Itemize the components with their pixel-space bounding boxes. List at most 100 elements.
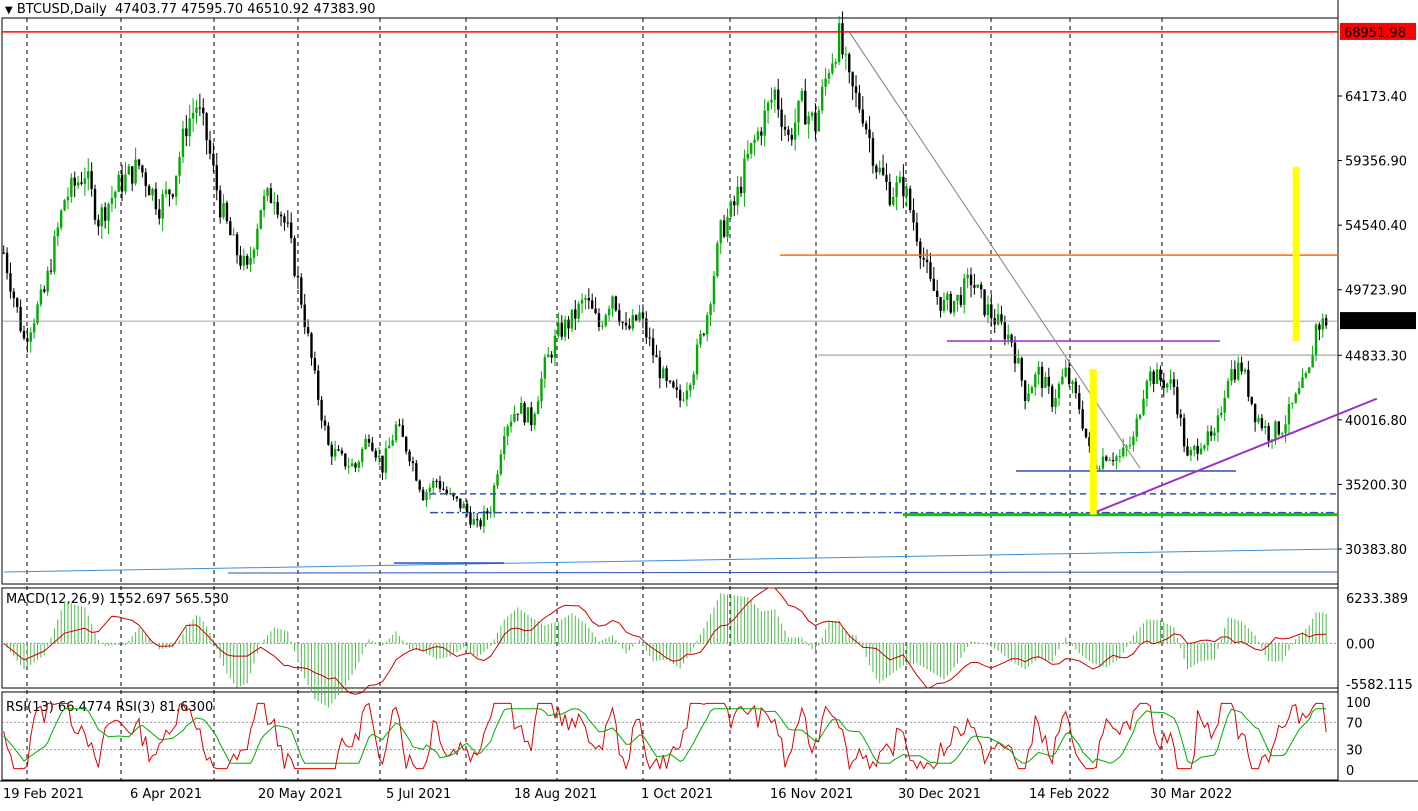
- candle-body: [1023, 380, 1027, 402]
- candle-body: [706, 315, 709, 335]
- macd-label: MACD(12,26,9) 1552.697 565.530: [6, 592, 229, 607]
- candle-body: [1250, 396, 1253, 404]
- candle-body: [1118, 456, 1122, 458]
- candle-body: [547, 354, 550, 358]
- candle-body: [858, 92, 861, 110]
- candle-body: [107, 203, 110, 221]
- candle-body: [631, 315, 634, 329]
- candle-body: [49, 270, 53, 272]
- candle-body: [648, 337, 651, 339]
- candle-body: [841, 23, 844, 55]
- candle-body: [912, 210, 915, 223]
- candle-body: [766, 102, 770, 111]
- candle-body: [1135, 418, 1138, 437]
- macd-axis-label: -5582.115: [1346, 678, 1413, 693]
- candle-body: [293, 238, 296, 276]
- candle-body: [1128, 445, 1132, 447]
- candle-body: [1324, 318, 1328, 326]
- candle-body: [374, 450, 377, 458]
- symbol-menu-icon[interactable]: ▼: [5, 5, 13, 16]
- candle-body: [90, 171, 93, 189]
- candle-body: [76, 182, 80, 186]
- candle-body: [790, 135, 793, 140]
- candle-body: [560, 322, 563, 337]
- candle-body: [340, 450, 344, 454]
- candle-body: [43, 289, 46, 292]
- candle-body: [824, 78, 827, 87]
- candle-body: [418, 480, 421, 490]
- candle-body: [695, 344, 699, 375]
- candle-body: [178, 156, 181, 176]
- candle-body: [127, 166, 131, 175]
- candle-body: [1003, 322, 1007, 340]
- candle-body: [966, 274, 969, 279]
- candle-body: [384, 448, 388, 473]
- x-tick-label: 30 Mar 2022: [1150, 787, 1232, 802]
- candle-body: [19, 307, 22, 331]
- candle-body: [624, 322, 628, 326]
- candle-body: [1057, 383, 1061, 398]
- candle-body: [476, 519, 479, 521]
- candle-body: [1321, 318, 1324, 330]
- candle-body: [97, 219, 100, 227]
- candle-body: [482, 511, 486, 527]
- candle-body: [158, 209, 161, 219]
- candle-body: [1203, 445, 1206, 449]
- candle-body: [905, 188, 908, 197]
- candle-body: [756, 131, 760, 140]
- x-tick-label: 14 Feb 2022: [1029, 787, 1110, 802]
- candle-body: [807, 115, 810, 125]
- candle-body: [472, 519, 476, 525]
- candle-body: [641, 312, 645, 319]
- candle-body: [195, 107, 198, 113]
- candle-body: [303, 304, 306, 328]
- candle-body: [317, 370, 320, 400]
- candle-body: [780, 109, 783, 127]
- candle-body: [147, 186, 151, 196]
- candle-body: [503, 435, 506, 455]
- candle-body: [144, 172, 147, 187]
- candle-body: [553, 335, 557, 358]
- candle-body: [888, 182, 892, 205]
- candle-body: [773, 89, 777, 100]
- candle-body: [963, 278, 966, 305]
- candle-body: [1274, 421, 1277, 440]
- candle-body: [1050, 386, 1054, 407]
- candle-body: [793, 122, 797, 140]
- candle-body: [712, 276, 716, 305]
- candle-body: [1267, 425, 1270, 441]
- candle-body: [699, 333, 702, 345]
- candle-body: [1186, 446, 1189, 456]
- candle-body: [1098, 468, 1101, 470]
- current-price-tag: [1340, 312, 1416, 330]
- candle-body: [239, 255, 242, 266]
- x-tick-label: 19 Feb 2021: [3, 787, 84, 802]
- candle-body: [675, 387, 678, 390]
- candle-body: [1318, 324, 1321, 330]
- candle-body: [174, 175, 178, 197]
- candle-body: [185, 128, 188, 137]
- candle-body: [509, 421, 513, 427]
- y-tick-label: 49723.90: [1345, 284, 1407, 299]
- candle-body: [100, 207, 103, 227]
- candle-body: [289, 222, 293, 239]
- candle-body: [56, 227, 60, 237]
- candle-body: [181, 128, 185, 157]
- candle-body: [959, 294, 963, 305]
- candle-body: [2, 252, 5, 254]
- candle-body: [381, 455, 384, 473]
- candle-body: [455, 496, 459, 499]
- candle-body: [327, 425, 330, 445]
- candle-body: [1209, 431, 1213, 436]
- candle-body: [969, 274, 973, 286]
- candle-body: [689, 384, 692, 391]
- candle-body: [229, 221, 232, 236]
- x-tick-label: 5 Jul 2021: [386, 787, 451, 802]
- candle-body: [925, 259, 929, 263]
- candle-body: [276, 202, 279, 215]
- candle-body: [563, 319, 567, 337]
- candle-body: [198, 107, 202, 109]
- candle-body: [848, 54, 851, 73]
- candle-body: [678, 389, 682, 401]
